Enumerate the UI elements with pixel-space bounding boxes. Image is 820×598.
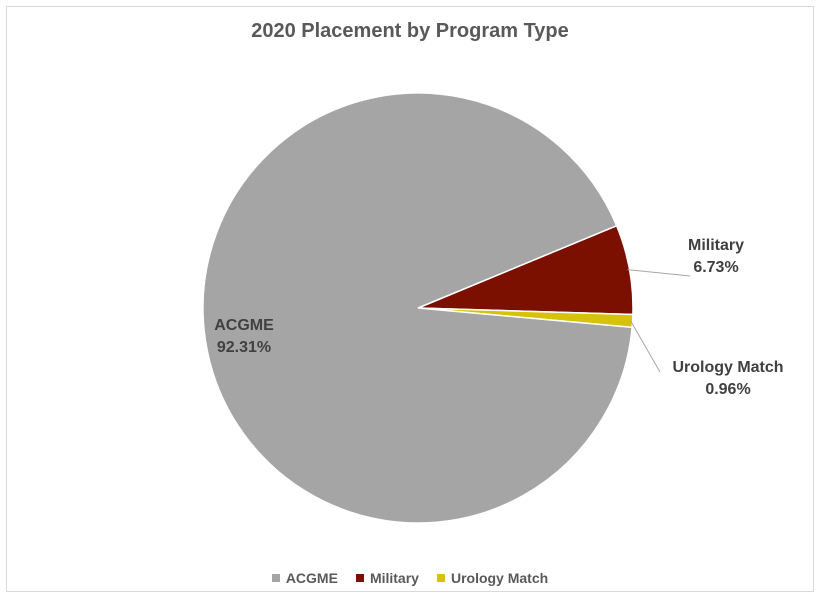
leader-line-military (627, 269, 691, 277)
pie-slice-acgme (202, 92, 633, 524)
legend-swatch-military (355, 574, 364, 582)
data-label-value-acgme: 92.31% (217, 339, 271, 356)
data-label-name-military: Military (688, 237, 744, 254)
data-label-value-military: 6.73% (693, 259, 738, 276)
legend-item-acgme: ACGME (271, 570, 338, 586)
legend-item-military: Military (355, 570, 419, 586)
legend-swatch-urology-match (436, 574, 445, 582)
leader-line-urology-match (630, 320, 661, 373)
data-label-name-urology-match: Urology Match (672, 359, 783, 376)
legend: ACGME Military Urology Match (0, 570, 820, 586)
chart-title: 2020 Placement by Program Type (251, 20, 569, 42)
legend-swatch-acgme (271, 574, 280, 582)
legend-label-urology-match: Urology Match (450, 570, 549, 586)
data-label-name-acgme: ACGME (214, 317, 274, 334)
data-label-value-urology-match: 0.96% (705, 381, 750, 398)
legend-item-urology-match: Urology Match (436, 570, 549, 586)
legend-label-acgme: ACGME (285, 570, 338, 586)
legend-label-military: Military (369, 570, 419, 586)
